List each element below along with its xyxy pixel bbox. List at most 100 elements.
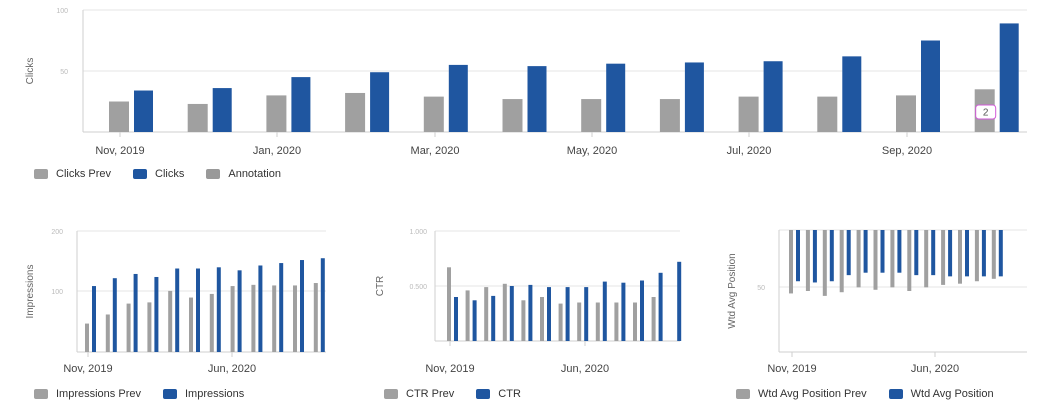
bar-current <box>842 56 862 132</box>
bar-prev <box>126 303 131 352</box>
bar-current <box>454 297 458 341</box>
bar-prev <box>189 297 193 352</box>
bar-prev <box>789 230 793 294</box>
bar-prev <box>856 230 861 288</box>
bar-prev <box>614 302 619 341</box>
y-axis-title: Clicks <box>25 58 36 85</box>
bar-prev <box>484 287 489 341</box>
bar-current <box>621 282 626 341</box>
bar-current <box>812 230 817 283</box>
x-tick-label: Jun, 2020 <box>208 363 256 375</box>
y-axis-title: Wtd Avg Position <box>727 253 738 328</box>
y-tick-label: 50 <box>757 285 765 292</box>
legend-item-ctr[interactable]: CTR <box>476 388 521 400</box>
legend-item-clicks-prev[interactable]: Clicks Prev <box>34 168 111 180</box>
bar-prev <box>447 267 451 341</box>
bar-current <box>684 62 704 132</box>
bar-current <box>677 261 682 341</box>
bar-prev <box>293 285 297 352</box>
legend-item-wtd-avg-position-prev[interactable]: Wtd Avg Position Prev <box>736 388 867 400</box>
legend-item-clicks[interactable]: Clicks <box>133 168 184 180</box>
legend-item-annotation[interactable]: Annotation <box>206 168 281 180</box>
bar-current <box>154 276 159 352</box>
bar-current <box>565 287 570 341</box>
bar-prev <box>890 230 895 288</box>
bar-current <box>527 66 547 132</box>
bar-current <box>175 268 180 352</box>
legend-item-impressions-prev[interactable]: Impressions Prev <box>34 388 141 400</box>
bar-prev <box>873 230 878 290</box>
bar-prev <box>521 300 526 341</box>
bar-prev <box>209 293 214 352</box>
legend-item-impressions[interactable]: Impressions <box>162 388 244 400</box>
legend-label: Annotation <box>228 168 281 180</box>
bar-prev <box>313 283 318 352</box>
bar-prev <box>272 285 277 352</box>
bar-prev <box>109 101 129 132</box>
bar-prev <box>266 95 287 132</box>
bar-prev <box>822 230 827 296</box>
legend-label: CTR Prev <box>406 388 455 400</box>
bar-prev <box>168 290 173 352</box>
bar-current <box>846 230 851 276</box>
legend-swatch-annotation <box>206 169 221 179</box>
wtd-avg-position-chart: 50 Wtd Avg Position Nov, 2019 Jun, 2020 <box>727 229 1027 375</box>
bar-prev <box>230 286 235 352</box>
legend-swatch-prev <box>34 169 48 179</box>
legend-label: Wtd Avg Position <box>910 388 994 400</box>
legend-label: Wtd Avg Position Prev <box>758 388 867 400</box>
x-tick-label: Nov, 2019 <box>63 363 112 375</box>
bar-current <box>134 90 153 132</box>
bar-current <box>584 287 589 341</box>
bar-prev <box>423 96 444 132</box>
bar-current <box>606 63 626 132</box>
legend-item-wtd-avg-position[interactable]: Wtd Avg Position <box>888 388 994 400</box>
legend-swatch-current <box>133 169 148 179</box>
bar-current <box>602 281 607 341</box>
y-tick-label: 200 <box>51 229 63 236</box>
legend-swatch-current <box>888 389 903 399</box>
bar-current <box>981 230 986 277</box>
bar-prev <box>577 302 582 341</box>
bar-current <box>965 230 969 277</box>
bar-prev <box>907 230 912 291</box>
legend-swatch-current <box>476 389 491 399</box>
bar-prev <box>251 284 256 352</box>
bar-current <box>112 278 117 352</box>
bar-current <box>547 287 551 341</box>
bar-current <box>880 230 885 273</box>
bar-prev <box>991 230 996 279</box>
x-tick-label: Mar, 2020 <box>411 145 460 157</box>
legend-swatch-prev <box>736 389 750 399</box>
legend-swatch-prev <box>34 389 48 399</box>
y-tick-label: 100 <box>51 289 63 296</box>
bar-current <box>133 273 138 352</box>
legend-item-ctr-prev[interactable]: CTR Prev <box>384 388 454 400</box>
bar-current <box>258 265 263 352</box>
ctr-chart: 1.000 0.500 CTR Nov, 2019 Jun, 2020 <box>375 229 682 375</box>
bar-current <box>370 72 390 132</box>
bar-current <box>216 267 221 352</box>
x-tick-label: Jan, 2020 <box>253 145 301 157</box>
bar-current <box>212 88 232 132</box>
bar-current <box>196 268 200 352</box>
bar-prev <box>896 95 916 132</box>
bar-prev <box>558 303 563 341</box>
ctr-legend: CTR Prev CTR <box>384 388 543 400</box>
legend-label: Clicks <box>155 168 185 180</box>
bar-current <box>863 230 868 273</box>
bar-prev <box>651 297 656 341</box>
legend-label: CTR <box>498 388 521 400</box>
bar-prev <box>187 103 208 132</box>
bar-prev <box>659 99 680 132</box>
bar-prev <box>85 323 89 352</box>
legend-label: Impressions Prev <box>56 388 141 400</box>
bar-prev <box>738 96 759 132</box>
x-tick-label: Jul, 2020 <box>727 145 772 157</box>
y-tick-label: 1.000 <box>409 229 427 236</box>
bar-prev <box>839 230 844 293</box>
bar-prev <box>595 302 600 341</box>
bar-prev <box>958 230 962 284</box>
y-tick-label: 50 <box>60 69 68 76</box>
